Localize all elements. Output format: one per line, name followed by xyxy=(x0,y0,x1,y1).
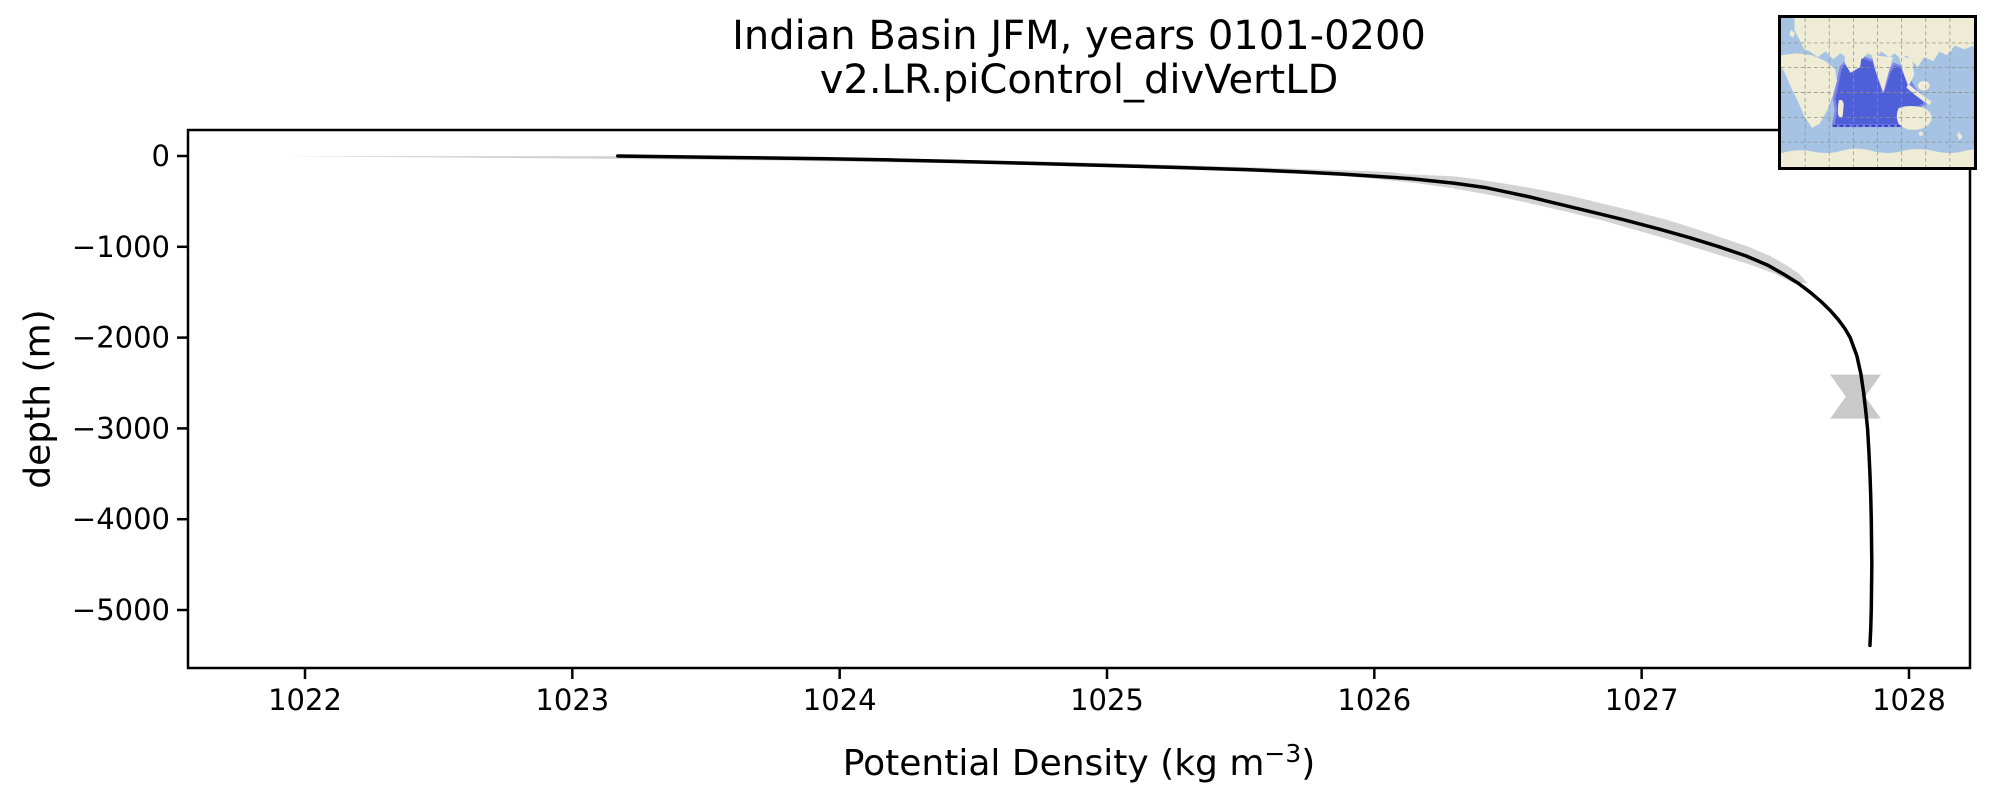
map-land-sumatra-java xyxy=(1906,83,1932,106)
x-tick-label: 1028 xyxy=(1872,683,1946,717)
map-graticule xyxy=(1781,18,1974,167)
x-axis-label: Potential Density (kg m−3) xyxy=(843,733,1316,785)
y-axis-label: depth (m) xyxy=(17,309,59,489)
x-axis-label-text: Potential Density (kg m xyxy=(842,743,1265,784)
y-tick-label: −1000 xyxy=(72,230,170,264)
x-tick-label: 1024 xyxy=(803,683,877,717)
map-land-new-zealand xyxy=(1957,131,1963,141)
map-land-africa xyxy=(1781,53,1837,128)
uncertainty-band xyxy=(283,156,1808,284)
x-axis-label-close: ) xyxy=(1301,743,1316,784)
y-tick-label: −4000 xyxy=(72,502,170,536)
map-land-indochina xyxy=(1898,55,1915,87)
confidence-marker xyxy=(1830,374,1881,419)
x-tick-label: 1027 xyxy=(1605,683,1679,717)
inset-map-svg xyxy=(1781,18,1974,167)
map-land-britain xyxy=(1789,29,1795,38)
x-tick-label: 1025 xyxy=(1070,683,1144,717)
inset-map xyxy=(1778,15,1977,170)
map-land-eurasia xyxy=(1794,18,1974,68)
map-land-australia xyxy=(1896,105,1932,130)
x-tick-label: 1022 xyxy=(268,683,342,717)
map-land-borneo xyxy=(1918,80,1930,91)
x-axis-label-exponent: −3 xyxy=(1264,739,1302,768)
x-tick-label: 1026 xyxy=(1337,683,1411,717)
map-land-india xyxy=(1871,55,1893,93)
y-tick-label: −3000 xyxy=(72,411,170,445)
profile-line xyxy=(616,154,1874,648)
y-tick-label: −5000 xyxy=(72,593,170,627)
y-tick-label: −2000 xyxy=(72,321,170,355)
chart-title-line2: v2.LR.piControl_divVertLD xyxy=(819,57,1339,103)
chart-title-line1: Indian Basin JFM, years 0101-0200 xyxy=(732,13,1426,59)
map-land-tasmania xyxy=(1918,131,1924,136)
map-land-madagascar xyxy=(1837,99,1844,118)
x-tick-label: 1023 xyxy=(535,683,609,717)
y-tick-label: 0 xyxy=(152,139,170,173)
plot-frame xyxy=(186,128,1972,670)
